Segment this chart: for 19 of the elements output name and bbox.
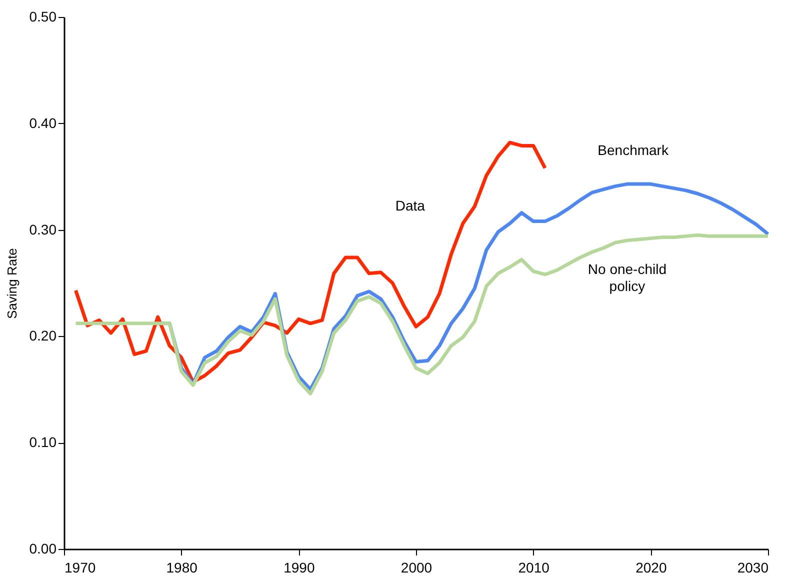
y-axis-title: Saving Rate xyxy=(4,248,20,319)
text: Benchmark xyxy=(598,142,670,158)
series-label: No one-child policy xyxy=(588,261,667,294)
x-tick-label: 2010 xyxy=(518,560,550,576)
y-tick-label: 0.20 xyxy=(29,328,57,344)
x-tick-label: 2030 xyxy=(737,560,769,576)
y-tick-label: 0.50 xyxy=(29,8,57,24)
y-tick-label: 0.40 xyxy=(29,114,57,131)
line-series xyxy=(74,140,547,384)
y-tick-label: 0.10 xyxy=(29,434,57,450)
x-tick-label: 1990 xyxy=(284,560,315,576)
x-tick-label: 1980 xyxy=(166,560,198,576)
line-series xyxy=(74,233,770,396)
x-tick-label: 1970 xyxy=(64,560,96,576)
text: Data xyxy=(395,197,426,214)
x-tick-label: 2020 xyxy=(636,560,667,576)
y-tick-label: 0.30 xyxy=(29,221,57,238)
y-tick-label: 0.00 xyxy=(29,540,57,556)
x-tick-label: 2000 xyxy=(400,560,432,576)
